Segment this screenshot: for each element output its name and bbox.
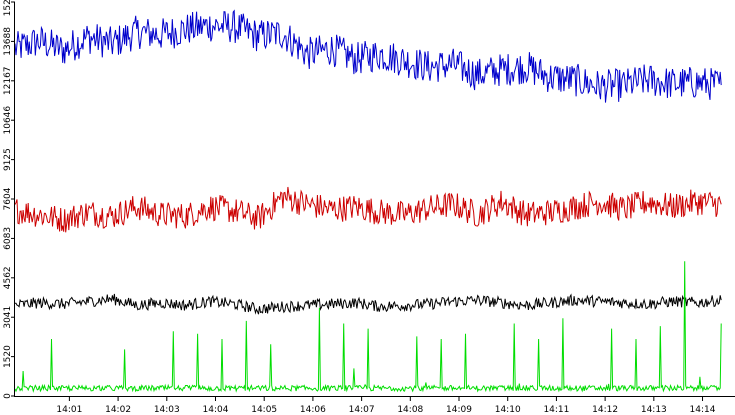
x-tick-label: 14:08 — [397, 405, 423, 415]
y-tick-label: 6083 — [3, 227, 13, 250]
y-tick-label: 1520 — [3, 345, 13, 368]
x-tick-label: 14:03 — [154, 405, 180, 415]
x-tick-label: 14:14 — [690, 405, 716, 415]
y-axis-ticks: 0 1520 3041 4562 6083 7604 9125 10646 12167 13688… — [3, 0, 15, 399]
x-tick-label: 14:05 — [251, 405, 277, 415]
y-tick-label: 13688 — [3, 27, 13, 56]
y-tick-label: 4562 — [3, 266, 13, 289]
x-tick-label: 14:01 — [56, 405, 82, 415]
y-tick-label: 0 — [3, 393, 13, 399]
series-line-3 — [15, 293, 722, 315]
y-tick-label: 12167 — [3, 66, 13, 95]
series-line-1 — [14, 9, 722, 103]
x-tick-label: 14:02 — [105, 405, 131, 415]
x-axis-ticks: 14:01 14:02 14:03 14:04 14:05 14:06 14:07 14:08… — [56, 396, 716, 415]
y-tick-label: 9125 — [3, 148, 13, 171]
x-tick-label: 14:11 — [543, 405, 569, 415]
x-tick-label: 14:09 — [446, 405, 472, 415]
x-tick-label: 14:12 — [592, 405, 618, 415]
series-layer — [14, 9, 722, 393]
x-tick-label: 14:07 — [349, 405, 375, 415]
y-tick-label: 15209 — [3, 0, 13, 16]
x-tick-label: 14:10 — [495, 405, 521, 415]
series-line-2 — [14, 186, 722, 233]
x-tick-label: 14:04 — [203, 405, 229, 415]
series-line-4 — [14, 261, 722, 393]
y-tick-label: 3041 — [3, 306, 13, 329]
y-tick-label: 7604 — [3, 187, 13, 210]
x-tick-label: 14:13 — [641, 405, 667, 415]
y-tick-label: 10646 — [3, 106, 13, 135]
x-tick-label: 14:06 — [300, 405, 326, 415]
